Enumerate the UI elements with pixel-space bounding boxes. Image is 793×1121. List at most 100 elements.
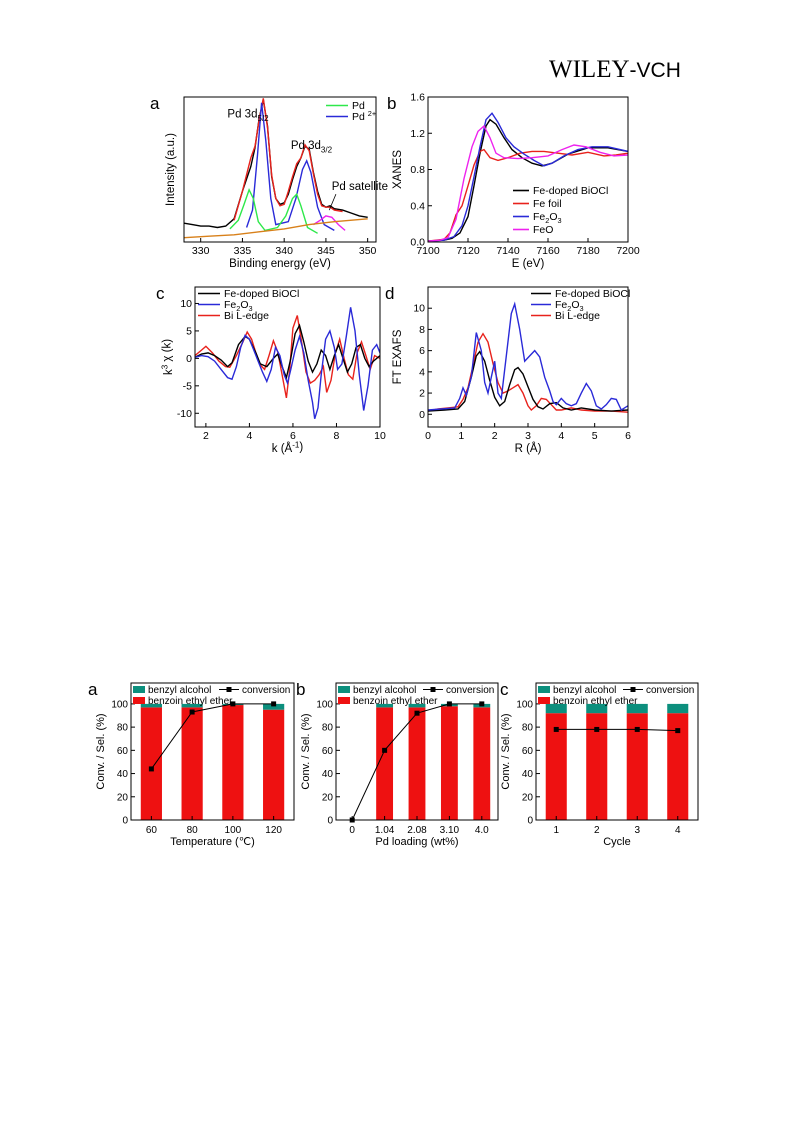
y-tick-label: -5 (183, 380, 192, 392)
y-tick-label: 100 (516, 699, 533, 710)
plot-frame (194, 286, 381, 428)
x-tick-label: 340 (275, 245, 293, 257)
bar-benzyl-alcohol (263, 703, 285, 710)
series-line-blue (428, 112, 628, 242)
bar-benzyl-alcohol (626, 703, 648, 714)
bar-benzoin-ethyl-ether (545, 713, 567, 820)
legend-label-conversion: conversion (646, 685, 694, 696)
bar-benzoin-ethyl-ether (667, 713, 689, 820)
x-axis-label: E (eV) (512, 258, 545, 270)
x-tick-label: 2.08 (407, 825, 427, 836)
x-tick-label: 4 (558, 430, 564, 442)
conversion-point (634, 726, 640, 732)
x-tick-label: 100 (225, 825, 242, 836)
x-axis-label: Cycle (603, 836, 631, 848)
legend-swatch-ether (538, 697, 550, 704)
panel-letter-a: a (88, 680, 98, 699)
x-tick-label: 0 (349, 825, 355, 836)
x-axis-label: R (Å) (515, 442, 542, 455)
y-tick-label: 1.2 (410, 128, 425, 140)
bar-benzoin-ethyl-ether (473, 707, 491, 820)
legend-label: Fe2O3 (533, 211, 562, 225)
legend-label-ether: benzoin ethyl ether (553, 696, 638, 707)
legend-label-alcohol: benzyl alcohol (353, 685, 416, 696)
legend-label: Bi L-edge (555, 310, 600, 322)
x-tick-label: 60 (146, 825, 158, 836)
legend-label: Fe-doped BiOCl (533, 185, 608, 197)
y-tick-label: 0 (419, 409, 425, 421)
x-axis-label: Pd loading (wt%) (375, 836, 458, 848)
peak-annotation: Pd 3d5/2 (227, 108, 269, 122)
bar-benzoin-ethyl-ether (408, 707, 426, 820)
y-tick-label: 0.0 (410, 237, 425, 249)
conversion-point (594, 726, 600, 732)
legend-label: FeO (533, 224, 553, 236)
conversion-point (553, 726, 559, 732)
panel-letter-b: b (296, 680, 305, 699)
series-line-blue (195, 307, 380, 420)
y-tick-label: 0.8 (410, 164, 425, 176)
x-tick-label: 330 (192, 245, 210, 257)
wiley-vch-logo: WILEY-VCH (549, 54, 729, 86)
panel-letter-d: d (385, 284, 394, 303)
peak-annotation: Pd 3d3/2 (291, 140, 333, 154)
series-line-black (428, 350, 628, 412)
y-tick-label: -10 (177, 408, 192, 420)
x-tick-label: 120 (265, 825, 282, 836)
bar-benzyl-alcohol (376, 703, 394, 708)
x-tick-label: 10 (374, 430, 386, 442)
legend-label-alcohol: benzyl alcohol (553, 685, 616, 696)
legend-swatch-alcohol (338, 686, 350, 693)
y-tick-label: 0 (527, 816, 533, 827)
series-line-black (184, 99, 368, 229)
temperature-bar-chart: 0 20 40 60 80 100 60 80 100 120 Temperature (℃) Con… (88, 680, 295, 848)
y-tick-label: 8 (419, 324, 425, 336)
bar-benzyl-alcohol (408, 703, 426, 708)
series-line-blue (428, 301, 628, 412)
y-axis-label: Intensity (a.u.) (165, 133, 177, 206)
panel-letter-a: a (150, 94, 160, 113)
y-tick-label: 100 (316, 699, 333, 710)
plot-frame (183, 96, 377, 243)
x-tick-label: 5 (592, 430, 598, 442)
series-line-black (195, 323, 380, 380)
x-tick-label: 8 (334, 430, 340, 442)
bar-benzoin-ethyl-ether (263, 709, 285, 820)
peak-annotation: Pd satellite (332, 181, 388, 193)
legend-label-ether: benzoin ethyl ether (353, 696, 438, 707)
legend-label-conversion: conversion (242, 685, 290, 696)
y-tick-label: 5 (186, 325, 192, 337)
logo-wiley: WILEY (549, 56, 630, 83)
x-tick-label: 3 (525, 430, 531, 442)
x-tick-label: 3 (634, 825, 640, 836)
y-axis-label: FT EXAFS (392, 329, 404, 384)
bar-benzyl-alcohol (667, 703, 689, 714)
y-axis-label: XANES (392, 150, 404, 189)
exafs-k-space-chart: 2 4 6 8 10 -10 -5 0 5 10 k (Å-1) k3 χ (k) c Fe-doped … (156, 284, 386, 455)
x-tick-label: 1 (553, 825, 559, 836)
panel-letter-b: b (387, 94, 396, 113)
x-tick-label: 7100 (416, 245, 440, 257)
y-tick-label: 80 (522, 723, 534, 734)
bar-benzoin-ethyl-ether (222, 705, 244, 820)
legend-label: Pd (352, 100, 365, 112)
conversion-point (446, 701, 452, 707)
y-tick-label: 6 (419, 345, 425, 357)
y-tick-label: 100 (111, 699, 128, 710)
legend-swatch-conversion-marker (630, 687, 636, 692)
panel-letter-c: c (156, 284, 165, 303)
legend-swatch-conversion-marker (430, 687, 436, 692)
plot-frame (427, 96, 629, 243)
x-tick-label: 4 (246, 430, 252, 442)
y-tick-label: 2 (419, 388, 425, 400)
legend-label: Pd 2+ (352, 109, 376, 123)
x-tick-label: 6 (290, 430, 296, 442)
y-tick-label: 0 (186, 353, 192, 365)
conversion-point (479, 701, 485, 707)
y-tick-label: 1.6 (410, 92, 425, 104)
legend-swatch-alcohol (133, 686, 145, 693)
y-tick-label: 80 (117, 723, 129, 734)
xanes-chart: 7100 7120 7140 7160 7180 7200 0.0 0.4 0.8 1.2 1.6 E… (387, 92, 640, 271)
x-tick-label: 345 (317, 245, 335, 257)
y-tick-label: 40 (117, 769, 129, 780)
